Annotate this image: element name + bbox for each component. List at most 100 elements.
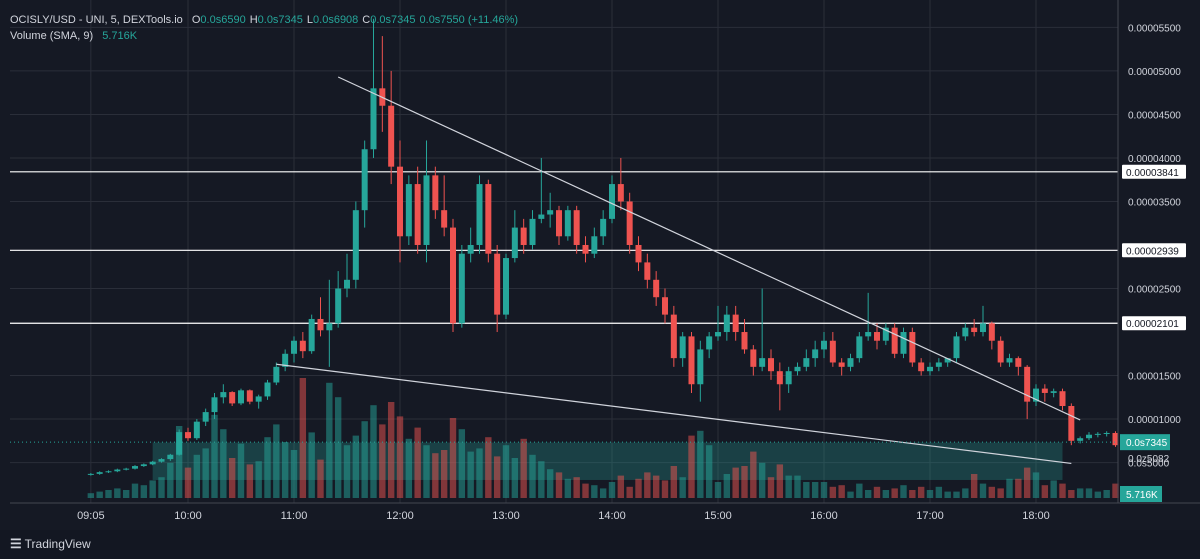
volume-bar <box>900 485 907 498</box>
candle-body <box>556 210 562 237</box>
bottom-bar <box>0 530 1200 559</box>
volume-bar <box>370 405 377 498</box>
candle-body <box>626 201 633 245</box>
price-axis-badges: 0.00003841 0.00002939 0.00002101 0.0s7345 5.… <box>1120 164 1186 502</box>
volume-bar <box>440 450 448 498</box>
volume-bar <box>175 426 183 498</box>
volume-bar <box>1076 488 1084 498</box>
volume-bar <box>414 427 421 498</box>
volume-bar <box>396 416 404 498</box>
volume-bar <box>246 464 254 498</box>
volume-tick-label: 0.0z5082 <box>1128 454 1170 465</box>
candle-body <box>600 218 607 237</box>
price-tick-label: 0.00001500 <box>1128 372 1181 383</box>
volume-bar <box>785 475 792 498</box>
candle-body <box>1059 391 1066 407</box>
candle-body <box>158 459 165 462</box>
volume-bar <box>184 467 192 498</box>
close-value: 0.0s7345 <box>370 14 416 26</box>
candle-body <box>644 262 651 280</box>
volume-bar <box>776 464 784 498</box>
candle-body <box>538 214 545 219</box>
candle-body <box>812 349 819 359</box>
volume-bar <box>423 445 430 498</box>
chart-legend-header: OCISLY/USD - UNI, 5, DEXTools.io O0.0s65… <box>10 14 524 26</box>
tradingview-branding[interactable]: ☰ TradingView <box>10 536 91 552</box>
volume-indicator-value: 5.716K <box>102 30 138 42</box>
candle-body <box>1112 432 1119 446</box>
volume-bar <box>997 488 1004 498</box>
candle-body <box>149 461 156 465</box>
candle-body <box>591 236 598 254</box>
time-axis[interactable]: 09:05 10:00 11:00 12:00 13:00 14:00 15:00 16:00… <box>77 510 1050 522</box>
volume-bar <box>220 429 227 498</box>
volume-bar <box>1015 478 1022 498</box>
candle-body <box>423 175 430 245</box>
volume-bar <box>1068 490 1075 498</box>
time-tick-label: 09:05 <box>77 510 105 522</box>
candle-body <box>220 392 227 398</box>
candle-body <box>114 469 121 472</box>
volume-bar <box>679 477 686 498</box>
candle-body <box>1015 358 1022 367</box>
high-value: 0.0s7345 <box>257 14 303 26</box>
price-tick-label: 0.00004000 <box>1128 154 1181 165</box>
candle-body <box>635 244 642 263</box>
candle-body <box>1068 406 1075 441</box>
volume-bar <box>114 488 121 498</box>
candle-body <box>821 340 827 350</box>
candle-body <box>1041 388 1048 393</box>
symbol-title[interactable]: OCISLY/USD - UNI, 5, DEXTools.io <box>10 14 183 26</box>
volume-bar <box>361 421 368 498</box>
candle-body <box>582 244 589 254</box>
candle-body <box>352 210 359 280</box>
candle-body <box>123 468 130 470</box>
candle-body <box>291 340 297 354</box>
candle-body <box>803 358 810 367</box>
horizontal-levels[interactable] <box>10 171 1118 324</box>
volume-bar <box>1050 480 1057 498</box>
candle-body <box>617 184 624 202</box>
price-tick-label: 0.00004500 <box>1128 110 1181 121</box>
volume-bar <box>714 482 722 498</box>
volume-indicator-label[interactable]: Volume (SMA, 9) <box>10 30 94 42</box>
time-tick-label: 12:00 <box>386 510 414 522</box>
time-tick-label: 10:00 <box>174 510 202 522</box>
candle-body <box>759 358 766 367</box>
trendlines[interactable] <box>276 76 1081 465</box>
trendline[interactable] <box>276 363 1072 465</box>
volume-bar <box>387 402 395 498</box>
candle-body <box>238 390 244 404</box>
support-zone <box>152 442 1063 480</box>
price-tick-label: 0.0s5000 <box>1128 459 1170 470</box>
volume-bar <box>264 437 271 498</box>
level-badge <box>1122 316 1186 331</box>
candle-body <box>458 253 465 324</box>
volume-bar <box>237 443 245 498</box>
candle-body <box>132 466 138 469</box>
candle-body <box>564 210 571 237</box>
candle-body <box>167 454 174 460</box>
volume-bar <box>591 485 598 498</box>
volume-bar <box>449 418 457 498</box>
candle-body <box>1006 358 1013 363</box>
volume-bar <box>856 483 863 498</box>
volume-bar <box>891 488 898 498</box>
candle-body <box>246 390 253 402</box>
time-tick-label: 17:00 <box>916 510 944 522</box>
price-chart[interactable]: 0.00005500 0.00005000 0.00004500 0.00004000… <box>0 0 1200 530</box>
close-label: C <box>362 14 371 26</box>
time-tick-label: 15:00 <box>704 510 732 522</box>
volume-bar <box>697 430 704 498</box>
price-tick-label: 0.00001000 <box>1128 415 1181 426</box>
candle-body <box>953 336 960 359</box>
volume-bar <box>511 458 519 498</box>
volume-bar <box>820 482 828 498</box>
open-label: O <box>191 14 201 26</box>
candle-body <box>653 279 660 298</box>
volume-bar <box>635 478 642 498</box>
price-tick-label: 0.00002500 <box>1128 285 1181 296</box>
volume-bar <box>882 490 890 498</box>
time-tick-label: 13:00 <box>492 510 520 522</box>
trendline[interactable] <box>337 76 1081 421</box>
